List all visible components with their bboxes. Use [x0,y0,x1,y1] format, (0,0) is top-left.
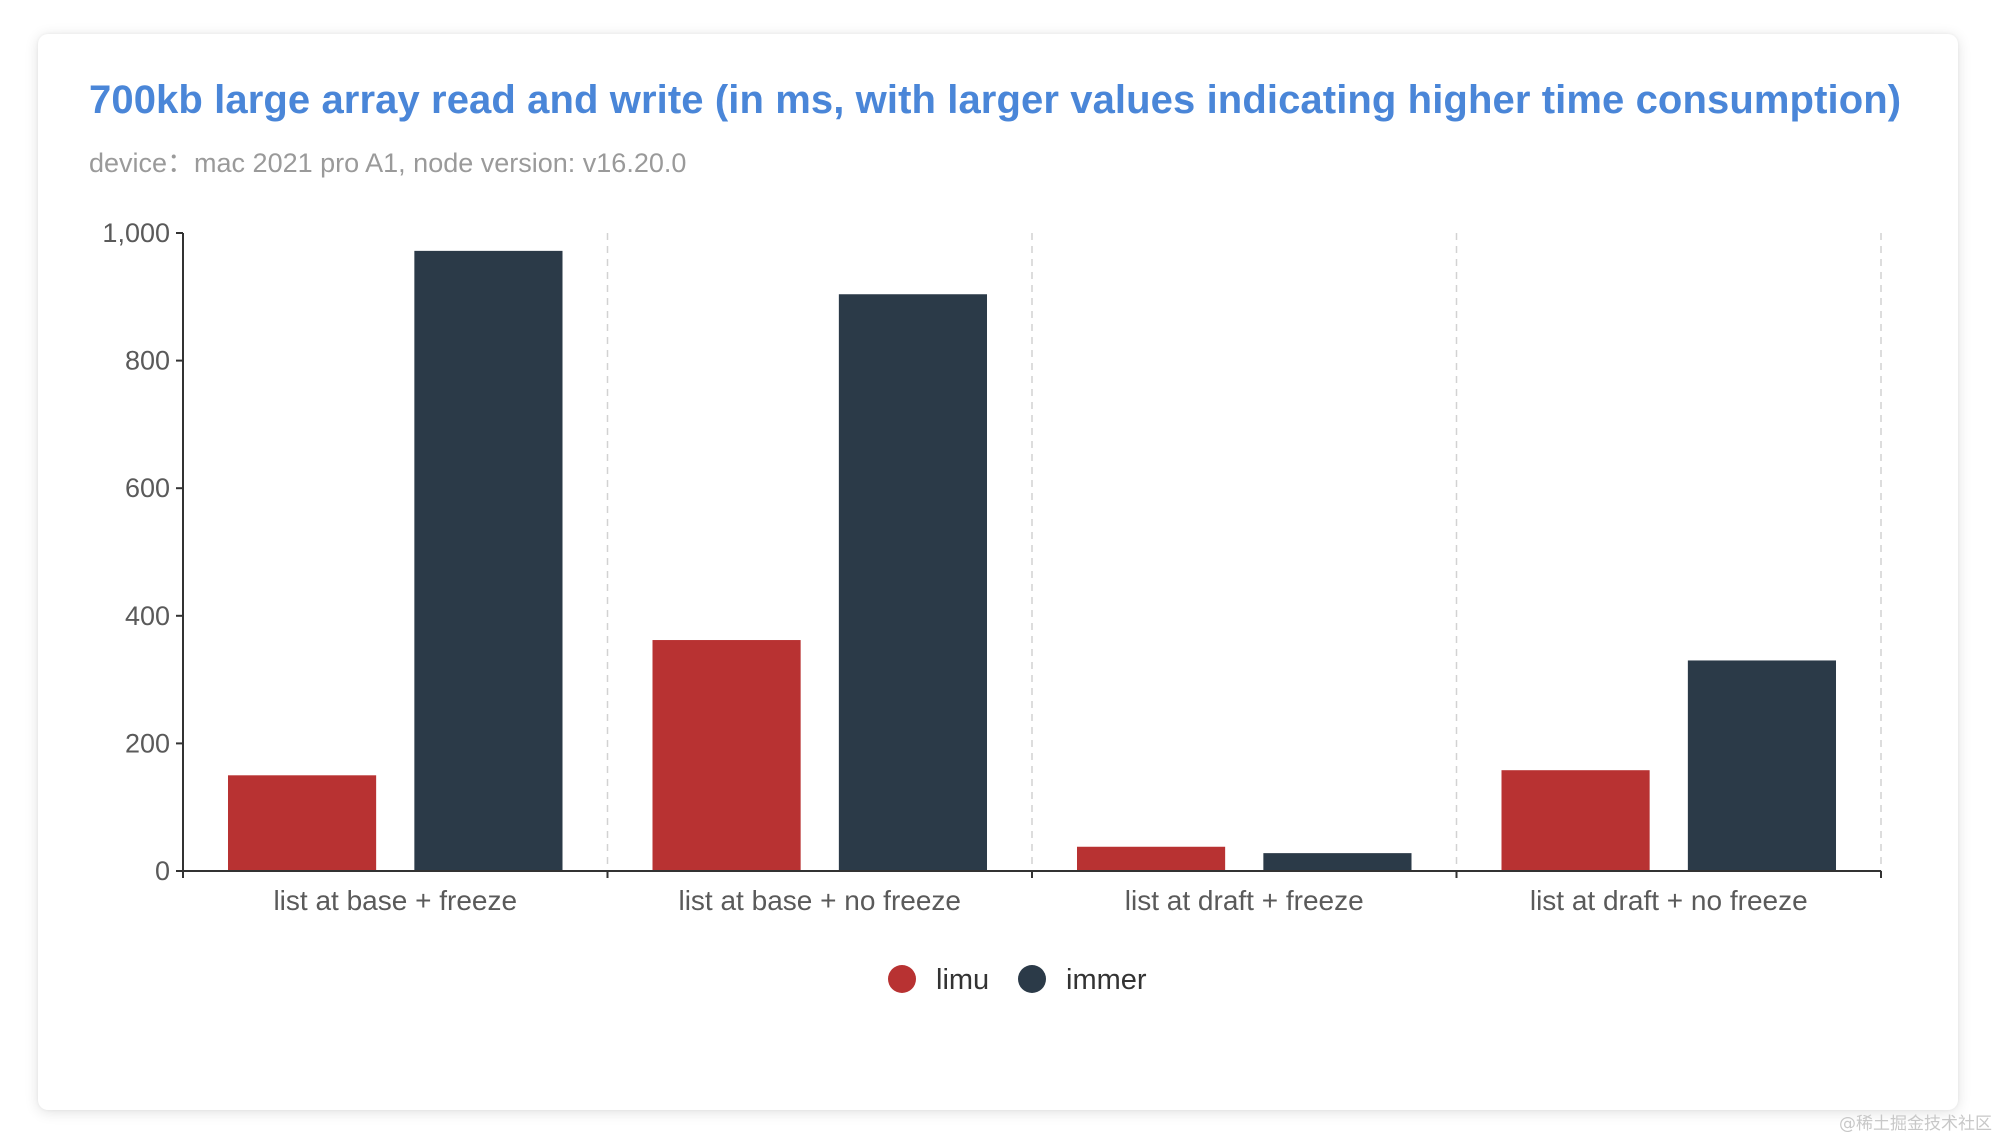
legend-item-limu[interactable]: limu [888,964,989,996]
chart-card: 700kb large array read and write (in ms,… [38,34,1958,1110]
bar-chart: 0 200 400 600 800 1,000 list at base + freeze l… [102,218,1882,996]
watermark-text: @稀土掘金技术社区 [1839,1114,1992,1134]
y-tick-label: 1,000 [102,218,170,248]
grid-lines [606,233,1882,871]
y-tick-label: 600 [125,473,170,503]
legend-label: immer [1066,964,1147,996]
bar-immer-4[interactable] [1687,660,1837,871]
bar-limu-4[interactable] [1501,770,1650,871]
y-tick-label: 800 [125,346,170,376]
x-category-label: list at base + freeze [273,885,517,916]
legend[interactable]: limu immer [888,964,1147,996]
bar-immer-3[interactable] [1263,853,1412,871]
chart-title: 700kb large array read and write (in ms,… [89,78,1902,122]
bars [227,250,1837,871]
bar-limu-2[interactable] [652,640,801,871]
x-category-label: list at base + no freeze [678,885,961,916]
legend-marker [1018,965,1046,993]
bar-immer-1[interactable] [414,250,563,871]
chart-subtitle: device：mac 2021 pro A1, node version: v1… [89,148,687,178]
y-tick-label: 0 [155,856,170,886]
legend-marker [888,965,916,993]
y-tick-label: 400 [125,601,170,631]
y-tick-label: 200 [125,728,170,758]
bar-limu-1[interactable] [227,775,377,871]
axes: 0 200 400 600 800 1,000 list at base + freeze l… [102,218,1882,916]
x-category-label: list at draft + freeze [1125,885,1364,916]
x-category-label: list at draft + no freeze [1530,885,1808,916]
legend-label: limu [936,964,989,996]
bar-immer-2[interactable] [838,294,988,871]
legend-item-immer[interactable]: immer [1018,964,1147,996]
bar-limu-3[interactable] [1076,846,1226,871]
